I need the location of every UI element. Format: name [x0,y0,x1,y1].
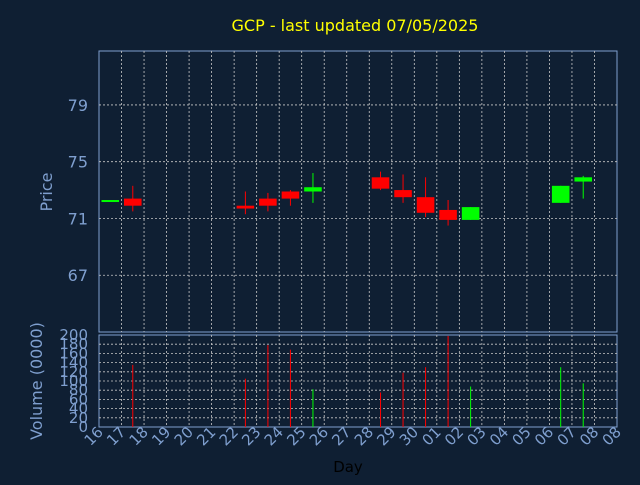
candle-body [259,198,277,206]
x-axis-label: Day [333,458,363,476]
candle-body [101,200,120,203]
candle-body [416,197,435,213]
volume-tick-label: 140 [59,354,88,372]
volume-tick-label: 80 [69,381,88,399]
chart-title: GCP - last updated 07/05/2025 [232,16,479,35]
volume-tick-label: 160 [59,344,88,362]
volume-tick-label: 20 [69,409,88,427]
candle-body [439,209,457,220]
candle-body [551,185,570,203]
volume-tick-label: 60 [69,390,88,408]
candle-body [461,207,480,220]
price-plot-frame [98,50,618,333]
price-tick-label: 75 [68,153,88,172]
volume-tick-label: 180 [59,335,88,353]
candle-body [574,177,593,182]
price-tick-label: 67 [68,266,88,285]
price-panel: 67 71 75 79 [68,50,618,333]
volume-tick-label: 200 [59,326,88,344]
volume-tick-label: 100 [59,372,88,390]
volume-tick-label: 120 [59,363,88,381]
volume-tick-label: 0 [78,418,88,436]
volume-panel: 0204060801001201401601802001617181920212… [59,326,624,449]
candle-body [281,191,300,199]
volume-tick-label: 40 [69,400,88,418]
candle-body [371,177,390,189]
candle-body [236,205,255,209]
candle-body [123,198,142,206]
price-axis-label: Price [37,172,56,211]
candle-body [394,190,412,198]
price-tick-label: 79 [68,96,88,115]
volume-axis-label: Volume (0000) [27,322,46,440]
price-tick-label: 71 [68,209,88,228]
candle-body [304,187,322,192]
